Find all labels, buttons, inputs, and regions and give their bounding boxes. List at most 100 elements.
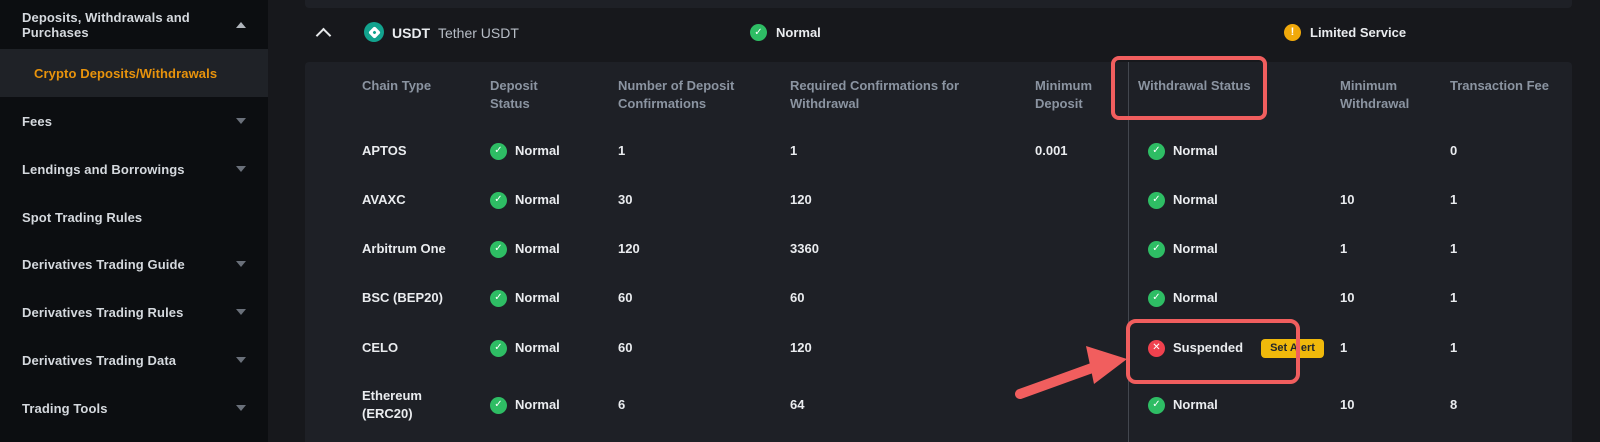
withdrawal-status-cell: ✓ Normal: [1148, 395, 1218, 415]
table-row: BSC (BEP20) ✓ Normal 60 60 ✓ Normal 10 1: [305, 288, 1572, 308]
withdrawal-confirmations: 3360: [790, 241, 819, 256]
col-header-transaction-fee: Transaction Fee: [1450, 78, 1549, 93]
withdrawal-confirmations: 120: [790, 340, 812, 355]
sidebar-item-spot-trading-rules[interactable]: Spot Trading Rules: [0, 193, 268, 241]
deposit-status-label: Normal: [515, 397, 560, 412]
deposit-status-label: Normal: [515, 143, 560, 158]
sidebar-item-fees[interactable]: Fees: [0, 97, 268, 145]
minimum-deposit: 0.001: [1035, 143, 1068, 158]
withdrawal-confirmations: 120: [790, 192, 812, 207]
chevron-down-icon: [236, 261, 246, 267]
deposit-status-label: Normal: [515, 192, 560, 207]
col-header-withdrawal-confirmations: Required Confirmations for Withdrawal: [790, 78, 960, 111]
check-circle-icon: ✓: [490, 240, 507, 258]
check-circle-icon: ✓: [490, 142, 507, 160]
chain-name: Ethereum (ERC20): [362, 388, 422, 421]
check-circle-icon: ✓: [490, 289, 507, 307]
overall-withdrawal-status: ! Limited Service: [1284, 24, 1406, 41]
usdt-coin-icon: [364, 22, 384, 42]
set-alert-button[interactable]: Set Alert: [1261, 338, 1324, 358]
transaction-fee: 1: [1450, 290, 1458, 305]
withdrawal-status-label: Normal: [1173, 192, 1218, 207]
withdrawal-status-label: Normal: [1173, 397, 1218, 412]
chain-name: CELO: [362, 340, 399, 355]
deposit-confirmations: 60: [618, 340, 633, 355]
overall-deposit-status-label: Normal: [776, 25, 821, 40]
overall-withdrawal-status-label: Limited Service: [1310, 25, 1407, 40]
sidebar-item-trading-tools[interactable]: Trading Tools: [0, 384, 268, 432]
exclamation-circle-icon: !: [1284, 24, 1301, 41]
col-header-deposit-status: Deposit Status: [490, 78, 538, 111]
minimum-withdrawal: 10: [1340, 192, 1355, 207]
table-row: APTOS ✓ Normal 1 1 0.001 ✓ Normal 0: [305, 141, 1572, 161]
transaction-fee: 1: [1450, 192, 1458, 207]
deposit-status-cell: ✓ Normal: [490, 338, 560, 358]
table-row: Ethereum (ERC20) ✓ Normal 6 64 ✓ Normal …: [305, 388, 1572, 421]
deposit-confirmations: 6: [618, 397, 626, 412]
col-header-minimum-withdrawal: Minimum Withdrawal: [1340, 78, 1410, 111]
chevron-down-icon: [236, 166, 246, 172]
previous-section-card-edge: [305, 0, 1572, 8]
withdrawal-status-cell: ✓ Normal: [1148, 239, 1218, 259]
col-header-withdrawal-status: Withdrawal Status: [1138, 78, 1251, 93]
deposit-status-label: Normal: [515, 290, 560, 305]
deposit-status-label: Normal: [515, 241, 560, 256]
sidebar-item-deposits-withdrawals-purchases[interactable]: Deposits, Withdrawals and Purchases: [0, 1, 268, 49]
withdrawal-confirmations: 1: [790, 143, 798, 158]
sidebar-item-derivatives-trading-guide[interactable]: Derivatives Trading Guide: [0, 240, 268, 288]
withdrawal-confirmations: 60: [790, 290, 805, 305]
chain-name: APTOS: [362, 143, 407, 158]
deposit-confirmations: 60: [618, 290, 633, 305]
coin-symbol: USDT: [392, 25, 431, 41]
col-header-minimum-deposit: Minimum Deposit: [1035, 78, 1093, 111]
deposit-confirmations: 120: [618, 241, 640, 256]
check-circle-icon: ✓: [1148, 289, 1165, 307]
transaction-fee: 1: [1450, 241, 1458, 256]
deposit-status-label: Normal: [515, 340, 560, 355]
table-row: CELO ✓ Normal 60 120 ✕ Suspended Set Ale…: [305, 338, 1572, 358]
x-circle-icon: ✕: [1148, 339, 1165, 357]
transaction-fee: 8: [1450, 397, 1458, 412]
deposit-status-cell: ✓ Normal: [490, 395, 560, 415]
check-circle-icon: ✓: [1148, 142, 1165, 160]
check-circle-icon: ✓: [490, 396, 507, 414]
chevron-down-icon: [236, 118, 246, 124]
transaction-fee: 0: [1450, 143, 1458, 158]
withdrawal-confirmations: 64: [790, 397, 805, 412]
sidebar-item-label: Trading Tools: [22, 400, 108, 416]
chevron-down-icon: [236, 309, 246, 315]
withdrawal-status-label: Normal: [1173, 143, 1218, 158]
minimum-withdrawal: 10: [1340, 397, 1355, 412]
withdrawal-status-cell: ✓ Normal: [1148, 141, 1218, 161]
col-header-chain-type: Chain Type: [362, 78, 432, 93]
chain-name: BSC (BEP20): [362, 290, 443, 305]
chain-name: AVAXC: [362, 192, 406, 207]
sidebar-item-derivatives-trading-rules[interactable]: Derivatives Trading Rules: [0, 288, 268, 336]
withdrawal-column-divider: [1128, 62, 1129, 442]
sidebar-item-label: Spot Trading Rules: [22, 209, 143, 225]
check-circle-icon: ✓: [490, 339, 507, 357]
sidebar-item-crypto-deposits-withdrawals[interactable]: Crypto Deposits/Withdrawals: [0, 49, 268, 97]
minimum-withdrawal: 1: [1340, 241, 1348, 256]
sidebar-item-label: Derivatives Trading Guide: [22, 256, 185, 272]
sidebar-item-label: Derivatives Trading Data: [22, 352, 177, 368]
deposit-status-cell: ✓ Normal: [490, 288, 560, 308]
sidebar-active-item-label: Crypto Deposits/Withdrawals: [34, 65, 218, 81]
chevron-down-icon: [236, 405, 246, 411]
chevron-down-icon: [236, 357, 246, 363]
check-circle-icon: ✓: [1148, 396, 1165, 414]
overall-deposit-status: ✓ Normal: [750, 24, 821, 41]
transaction-fee: 1: [1450, 340, 1458, 355]
minimum-withdrawal: 10: [1340, 290, 1355, 305]
coin-name: Tether USDT: [438, 25, 519, 41]
sidebar-item-derivatives-trading-data[interactable]: Derivatives Trading Data: [0, 336, 268, 384]
check-circle-icon: ✓: [1148, 191, 1165, 209]
minimum-withdrawal: 1: [1340, 340, 1348, 355]
withdrawal-status-label: Normal: [1173, 241, 1218, 256]
chain-name: Arbitrum One: [362, 241, 446, 256]
sidebar-item-lendings-borrowings[interactable]: Lendings and Borrowings: [0, 145, 268, 193]
table-row: AVAXC ✓ Normal 30 120 ✓ Normal 10 1: [305, 190, 1572, 210]
withdrawal-status-label: Normal: [1173, 290, 1218, 305]
deposit-status-cell: ✓ Normal: [490, 141, 560, 161]
withdrawal-status-label: Suspended: [1173, 340, 1244, 355]
